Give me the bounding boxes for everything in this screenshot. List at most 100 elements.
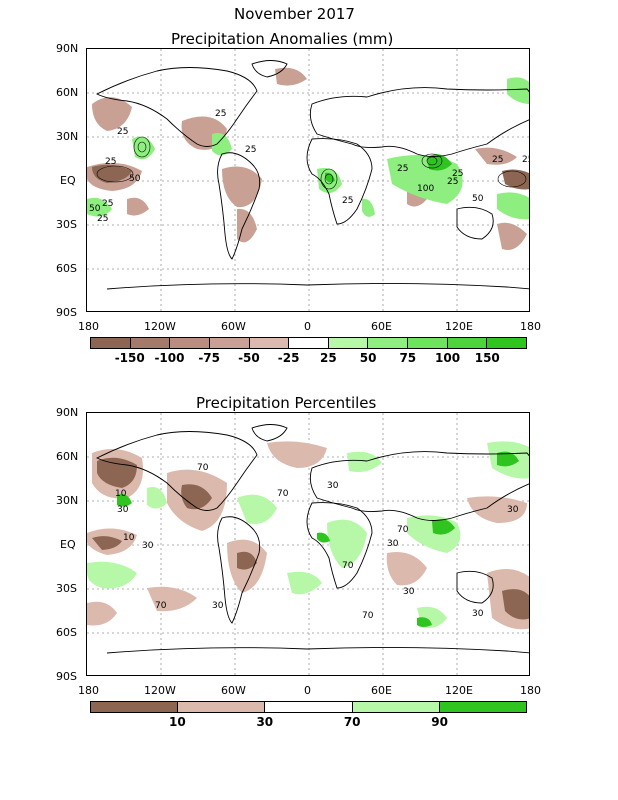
lat-label: EQ [60,174,76,187]
panel1-title: Precipitation Anomalies (mm) [171,30,394,48]
colorbar-label: 150 [474,351,500,365]
contour-label: 25 [97,214,109,224]
lon-label: 180 [78,684,99,697]
percentile-fill-very-wet [117,451,519,627]
contour-label: 25 [522,155,529,165]
colorbar-swatch [170,338,210,348]
contour-label: 70 [197,463,209,473]
contour-label: 25 [102,199,114,209]
contour-label: 70 [397,525,409,535]
colorbar-swatch [328,338,369,348]
coastlines [95,60,529,290]
lon-label: 180 [78,320,99,333]
contour-label: 30 [387,539,399,549]
lon-label: 180 [520,320,541,333]
lon-label: 120E [445,684,473,697]
figure-title: November 2017 [234,5,355,23]
colorbar-label: -50 [238,351,260,365]
contour-label: 10 [123,533,135,543]
contour-label: 50 [129,174,141,184]
lon-label: 0 [304,684,311,697]
contour-label: 25 [342,196,354,206]
lon-label: 120W [144,684,176,697]
lat-label: 30N [56,130,79,143]
anomaly-map: 25 25 25 25 25 50 25 50 25 25 25 25 25 1… [86,48,530,312]
lon-label: 60W [221,320,246,333]
lat-label: EQ [60,538,76,551]
lat-label: 60S [56,626,77,639]
colorbar-label: 10 [169,715,186,729]
percentile-colorbar [90,701,527,713]
contour-label: 25 [492,155,504,165]
coastlines [95,424,529,654]
anomaly-colorbar [90,337,527,349]
lat-label: 90N [56,406,79,419]
percentile-fill-very-dry [92,457,529,620]
lon-label: 120W [144,320,176,333]
contour-label: 70 [155,601,167,611]
contour-label: 10 [115,489,127,499]
contour-label: 25 [245,145,257,155]
contour-label: 25 [117,127,129,137]
colorbar-swatch [265,702,353,712]
contour-label: 25 [452,169,464,179]
lat-label: 60N [56,86,79,99]
lon-label: 60E [371,684,392,697]
contour-label: 30 [472,609,484,619]
lon-label: 60W [221,684,246,697]
contour-label: 25 [447,177,459,187]
contour-label: 30 [117,505,129,515]
contour-label: 100 [417,184,435,194]
colorbar-label: -25 [277,351,300,365]
lat-label: 30S [56,582,77,595]
panel2-title: Precipitation Percentiles [196,394,377,412]
contour-label: 30 [327,481,339,491]
contour-label: 25 [105,157,117,167]
lat-label: 90S [56,306,77,319]
contour-label: 70 [277,489,289,499]
lat-label: 60N [56,450,79,463]
contour-label: 70 [342,561,354,571]
contour-label: 70 [362,611,374,621]
colorbar-label: -100 [154,351,185,365]
colorbar-label: -150 [114,351,145,365]
contour-label: 30 [507,505,519,515]
colorbar-swatch [178,702,266,712]
colorbar-label: 100 [435,351,461,365]
colorbar-swatch [209,338,250,348]
colorbar-swatch [408,338,448,348]
colorbar-label: 50 [359,351,377,365]
colorbar-label: 30 [256,715,274,729]
lon-label: 0 [304,320,311,333]
colorbar-swatch [487,338,527,348]
contour-lines [96,136,527,190]
lat-label: 90S [56,670,77,683]
contour-label: 30 [142,541,154,551]
colorbar-label: -75 [198,351,221,365]
colorbar-swatch [289,338,329,348]
colorbar-swatch [439,702,527,712]
colorbar-label: 25 [320,351,337,365]
contour-label: 50 [472,194,484,204]
lat-label: 90N [56,42,79,55]
colorbar-label: 90 [431,715,448,729]
percentile-map: 10 30 10 30 70 30 70 30 70 70 30 30 70 3… [86,412,530,676]
lon-label: 120E [445,320,473,333]
contour-label: 30 [212,601,224,611]
anomaly-fill-very-wet [325,154,452,183]
colorbar-swatch [91,338,131,348]
lon-label: 60E [371,320,392,333]
anomaly-fill-very-dry [92,164,529,190]
colorbar-swatch [249,338,290,348]
map-grid [87,49,529,311]
colorbar-swatch [368,338,409,348]
lat-label: 30S [56,218,77,231]
contour-label: 25 [215,109,227,119]
contour-label: 25 [397,164,409,174]
lon-label: 180 [520,684,541,697]
colorbar-swatch [91,702,179,712]
percentile-fill-dry [87,441,529,630]
contour-label: 30 [403,587,415,597]
lat-label: 30N [56,494,79,507]
contour-label: 50 [89,204,101,214]
